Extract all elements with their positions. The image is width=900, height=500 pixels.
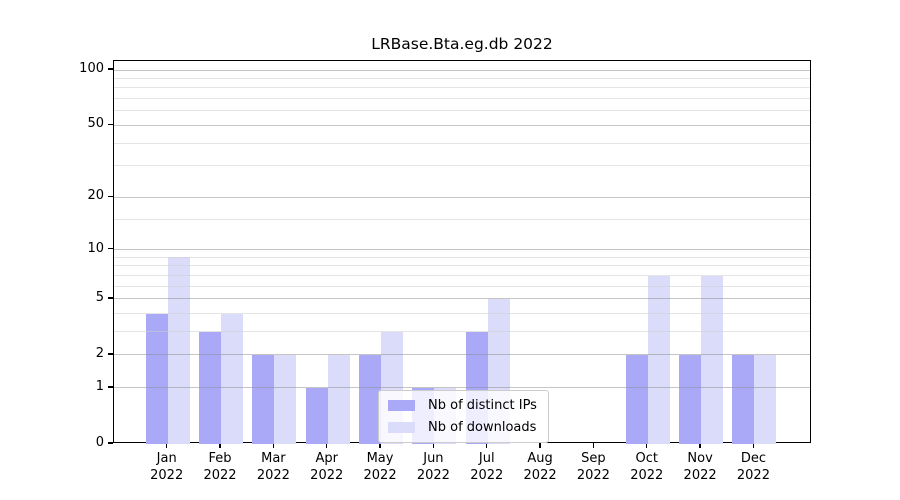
y-tick-label: 20 (87, 188, 104, 204)
x-tick-month: Dec (740, 451, 767, 466)
x-tick-year: 2022 (736, 467, 770, 483)
y-tick-mark (108, 248, 113, 250)
x-tick-label: Jan 2022 (127, 451, 207, 484)
legend-item-distinct-ips: Nb of distinct IPs (388, 398, 537, 413)
x-tick-year: 2022 (310, 467, 344, 483)
bar-downloads (327, 354, 350, 444)
y-tick-mark (108, 297, 113, 299)
x-tick-month: Jul (478, 451, 495, 466)
x-tick-year: 2022 (150, 467, 184, 483)
bar-downloads (274, 354, 297, 444)
y-tick-mark (108, 442, 113, 444)
legend-label-downloads: Nb of downloads (428, 420, 537, 435)
y-tick-mark (108, 353, 113, 355)
x-tick-month: Jan (156, 451, 177, 466)
x-tick-mark (699, 443, 701, 448)
x-tick-year: 2022 (630, 467, 664, 483)
legend-swatch-distinct-ips-icon (388, 400, 415, 411)
bar-distinct-ips (359, 354, 382, 444)
x-tick-year: 2022 (256, 467, 290, 483)
x-tick-label: Jul 2022 (447, 451, 527, 484)
bar-downloads (647, 275, 670, 444)
legend-item-downloads: Nb of downloads (388, 420, 537, 435)
x-tick-mark (166, 443, 168, 448)
bars-layer (114, 61, 810, 444)
y-tick-label: 0 (95, 435, 104, 450)
x-tick-year: 2022 (523, 467, 557, 483)
y-tick-mark (108, 386, 113, 388)
bar-distinct-ips (679, 354, 702, 444)
x-tick-mark (646, 443, 648, 448)
y-tick-label: 50 (87, 116, 104, 132)
x-tick-month: Jun (423, 451, 444, 466)
x-tick-year: 2022 (416, 467, 450, 483)
bar-downloads (754, 354, 777, 444)
x-tick-label: May 2022 (340, 451, 420, 484)
x-tick-mark (752, 443, 755, 448)
x-tick-year: 2022 (363, 467, 397, 483)
x-tick-mark (592, 443, 595, 448)
x-tick-mark (539, 443, 541, 448)
y-tick-mark (108, 195, 113, 198)
chart-title: LRBase.Bta.eg.db 2022 (371, 35, 553, 53)
bar-distinct-ips (252, 354, 275, 444)
x-tick-mark (219, 443, 221, 448)
x-tick-label: Aug 2022 (500, 451, 580, 484)
x-tick-year: 2022 (203, 467, 237, 483)
x-tick-month: Apr (315, 451, 338, 466)
bar-distinct-ips (625, 354, 648, 444)
x-tick-label: Apr 2022 (287, 451, 367, 484)
y-tick-mark (108, 123, 113, 126)
x-tick-month: Nov (687, 451, 713, 466)
bar-distinct-ips (199, 331, 222, 444)
x-tick-label: Nov 2022 (660, 451, 740, 484)
bar-distinct-ips (732, 354, 755, 444)
bar-downloads (701, 275, 724, 444)
bar-distinct-ips (305, 387, 328, 444)
x-tick-year: 2022 (470, 467, 504, 483)
legend-swatch-downloads-icon (388, 422, 415, 433)
x-tick-year: 2022 (576, 467, 610, 483)
x-tick-month: Oct (635, 451, 658, 466)
x-tick-mark (486, 443, 488, 448)
y-tick-mark (108, 68, 113, 70)
y-tick-label: 10 (87, 240, 104, 256)
legend-label-distinct-ips: Nb of distinct IPs (428, 398, 537, 413)
x-tick-label: Sep 2022 (553, 451, 633, 484)
x-tick-year: 2022 (683, 467, 717, 483)
x-tick-label: Jun 2022 (393, 451, 473, 484)
x-tick-mark (432, 443, 435, 448)
y-tick-label: 5 (95, 289, 104, 305)
x-tick-label: Feb 2022 (180, 451, 260, 484)
x-tick-label: Dec 2022 (713, 451, 793, 484)
bar-downloads (221, 313, 244, 444)
x-tick-month: Sep (581, 451, 606, 466)
x-tick-mark (379, 443, 381, 448)
x-tick-label: Mar 2022 (233, 451, 313, 484)
bar-downloads (167, 257, 190, 444)
x-tick-mark (326, 443, 328, 448)
y-tick-label: 2 (95, 345, 104, 361)
plot-area: Nb of distinct IPs Nb of downloads (113, 60, 811, 444)
x-tick-month: May (366, 451, 394, 466)
x-tick-label: Oct 2022 (607, 451, 687, 484)
y-tick-label: 100 (79, 61, 104, 77)
x-tick-month: Aug (527, 451, 553, 466)
x-tick-mark (272, 443, 275, 448)
bar-distinct-ips (145, 313, 168, 444)
x-tick-month: Mar (261, 451, 286, 466)
x-tick-month: Feb (208, 451, 232, 466)
y-tick-label: 1 (95, 378, 104, 394)
legend: Nb of distinct IPs Nb of downloads (378, 390, 549, 443)
